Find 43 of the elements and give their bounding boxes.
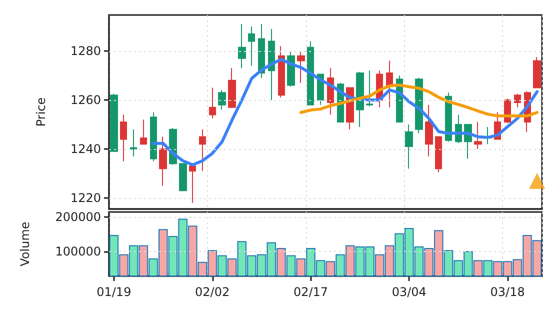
candlestick (386, 60, 393, 108)
y-tick-label: 1240 (70, 142, 101, 156)
candlestick (120, 114, 127, 162)
candlestick (209, 87, 216, 119)
candlestick (425, 104, 433, 157)
x-tick-label: 03/18 (490, 285, 525, 299)
y-tick-label: 1280 (70, 44, 101, 58)
line-series (299, 84, 539, 118)
candlestick (307, 40, 314, 106)
candlestick (268, 28, 275, 100)
candlestick (199, 128, 206, 172)
x-tick-label: 03/04 (392, 285, 426, 299)
y-tick-label: 1260 (70, 92, 101, 107)
candlestick (366, 70, 373, 107)
candlestick (474, 122, 482, 150)
candlestick (130, 128, 137, 157)
x-tick-label: 01/19 (96, 285, 132, 299)
x-tick-label: 02/02 (195, 285, 230, 299)
y-tick-label: 200000 (55, 210, 101, 224)
y-axis-title: Volume (18, 222, 32, 266)
y-axis-title: Price (34, 97, 48, 127)
candlestick (533, 56, 541, 88)
y-tick-label: 100000 (55, 244, 101, 259)
candlestick (189, 164, 196, 204)
candlestick (228, 68, 236, 108)
x-tick-label: 02/17 (293, 285, 328, 299)
candlestick (297, 50, 305, 84)
candlestick (356, 71, 364, 128)
candlestick (405, 124, 413, 170)
candlestick (218, 90, 226, 110)
candlestick (248, 26, 255, 66)
candlestick (179, 163, 187, 192)
line-series (152, 58, 539, 166)
candlestick (435, 136, 442, 173)
candlestick (159, 136, 167, 186)
candlestick (150, 112, 157, 162)
candlestick (140, 119, 147, 145)
candlestick (238, 24, 246, 69)
candlestick (514, 93, 521, 108)
candlestick (110, 93, 118, 152)
candlestick (278, 46, 285, 98)
y-tick-label: 1220 (70, 190, 101, 205)
candlestick (258, 24, 265, 78)
